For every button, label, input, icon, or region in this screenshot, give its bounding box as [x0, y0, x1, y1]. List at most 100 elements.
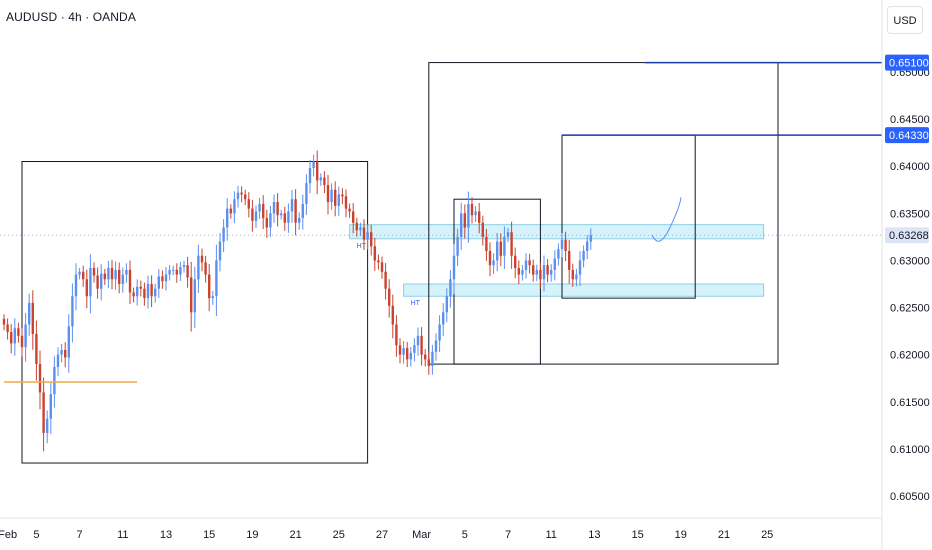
candle-body	[74, 274, 78, 297]
candle-body	[71, 296, 74, 327]
candle-body	[82, 271, 85, 280]
candle-body	[359, 227, 362, 231]
range-box-2	[453, 198, 541, 365]
candle-body	[290, 199, 294, 212]
time-tick-label: 25	[333, 529, 345, 541]
candle-body	[568, 251, 571, 270]
candle-body	[352, 211, 355, 223]
candle-body	[578, 260, 582, 275]
candle-body	[550, 269, 553, 275]
candle-body	[420, 335, 423, 355]
candle-body	[564, 239, 567, 252]
candle-body	[496, 241, 499, 261]
candle-body	[348, 208, 351, 212]
candle-body	[478, 211, 481, 223]
candle-body	[539, 269, 542, 280]
candle-body	[553, 258, 556, 270]
candle-body	[517, 267, 520, 275]
candle-body	[542, 265, 546, 280]
candle-body	[240, 192, 243, 195]
time-tick-label: 25	[761, 529, 773, 541]
candle-body	[182, 265, 186, 268]
price-tick-label: 0.64500	[890, 114, 930, 126]
candle-body	[388, 288, 391, 306]
time-tick-label: 5	[33, 529, 39, 541]
candle-body	[384, 271, 387, 289]
candle-body	[150, 284, 153, 297]
candle-body	[474, 211, 477, 216]
candle-body	[492, 260, 495, 266]
candle-body	[146, 284, 150, 299]
candle-body	[438, 324, 441, 341]
candle-body	[2, 318, 6, 325]
candle-body	[110, 267, 114, 280]
candles-layer	[2, 150, 592, 452]
candle-body	[582, 251, 585, 261]
candle-body	[460, 213, 463, 237]
candle-body	[154, 288, 157, 297]
price-tag-label: 0.64330	[889, 130, 929, 142]
candle-body	[262, 203, 265, 219]
candle-body	[172, 269, 175, 271]
candle-body	[463, 213, 466, 228]
time-tick-label: 19	[675, 529, 687, 541]
candle-body	[164, 274, 168, 282]
candle-body	[524, 260, 528, 270]
candle-body	[330, 189, 333, 203]
time-tick-label: 21	[289, 529, 301, 541]
candle-body	[514, 255, 517, 268]
time-tick-label: 11	[117, 529, 128, 541]
candle-body	[308, 168, 312, 184]
candle-body	[193, 279, 196, 313]
candle-body	[200, 255, 204, 263]
candle-body	[35, 333, 38, 365]
candle-body	[175, 269, 178, 275]
candle-body	[409, 352, 412, 360]
candle-body	[190, 277, 193, 313]
candle-body	[100, 273, 103, 289]
candle-body	[121, 274, 124, 284]
currency-button[interactable]: USD	[887, 6, 923, 34]
candle-body	[470, 203, 474, 216]
candle-body	[42, 392, 45, 433]
time-tick-label: 15	[631, 529, 643, 541]
candle-body	[258, 203, 261, 212]
candle-body	[456, 236, 459, 256]
candle-body	[10, 332, 13, 344]
candle-body	[488, 251, 492, 266]
time-tick-label: 7	[505, 529, 511, 541]
candle-body	[186, 265, 189, 278]
candle-body	[406, 348, 409, 360]
candle-body	[589, 235, 592, 242]
price-tag-2	[885, 227, 929, 244]
range-box-1	[428, 62, 779, 365]
candle-body	[326, 185, 330, 203]
candle-body	[208, 274, 211, 299]
candle-body	[427, 359, 430, 366]
candle-body	[467, 203, 470, 228]
candle-body	[269, 213, 272, 228]
candle-body	[586, 241, 589, 252]
candle-body	[179, 267, 182, 275]
candle-body	[118, 269, 121, 284]
candle-body	[298, 218, 301, 223]
candle-body	[13, 328, 16, 344]
candle-body	[373, 246, 376, 261]
candle-body	[132, 292, 135, 297]
time-tick-label: 27	[376, 529, 388, 541]
candle-body	[247, 199, 250, 209]
candle-body	[503, 236, 506, 256]
overlay-layer	[4, 61, 882, 383]
candle-body	[28, 302, 31, 325]
demand-zone-0	[349, 224, 765, 240]
candle-body	[557, 249, 560, 259]
candle-body	[287, 211, 290, 223]
zone-label: HT	[357, 243, 367, 250]
candle-body	[449, 279, 452, 297]
candle-body	[53, 366, 56, 395]
candle-body	[560, 239, 564, 250]
symbol-title: AUDUSD · 4h · OANDA	[6, 10, 136, 24]
candle-body	[64, 349, 67, 358]
candle-body	[546, 265, 549, 275]
